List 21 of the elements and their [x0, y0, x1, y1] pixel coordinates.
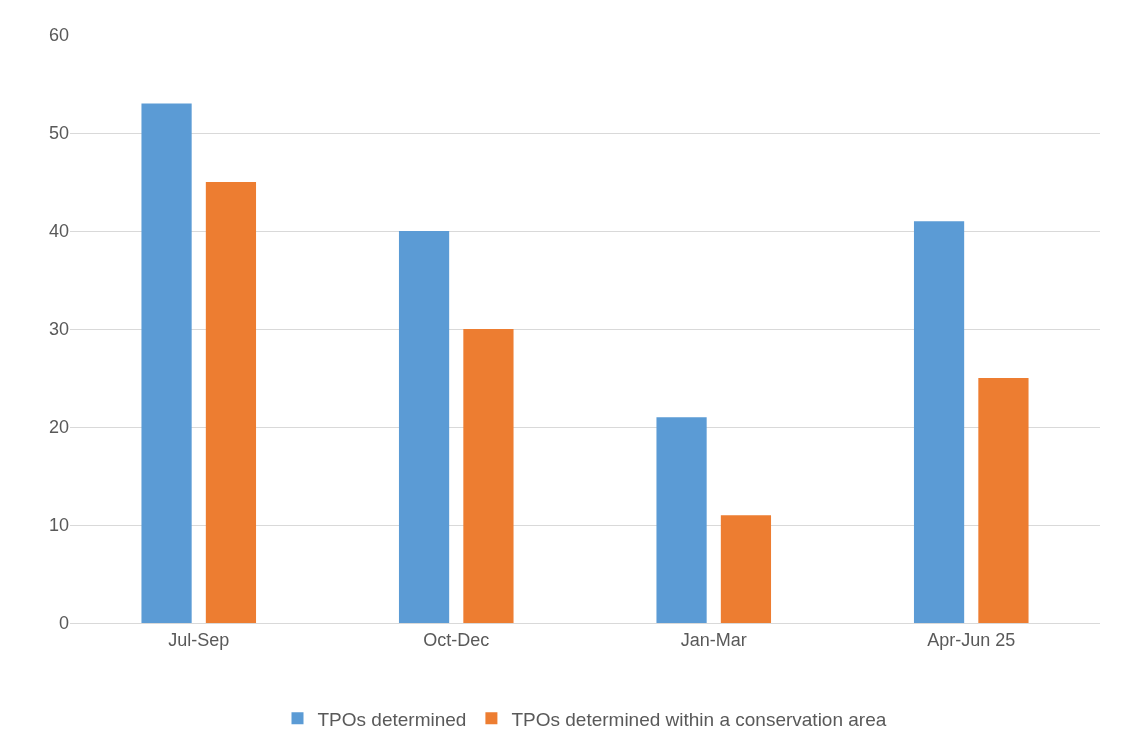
y-tick-label: 20 [48, 417, 69, 438]
bar [398, 231, 450, 623]
y-tick-label: 40 [48, 221, 69, 242]
x-tick-label: Jul-Sep [168, 629, 230, 650]
y-tick-label: 50 [48, 123, 69, 144]
bar [978, 378, 1029, 623]
bar [656, 417, 707, 623]
x-tick-label: Apr-Jun 25 [927, 629, 1016, 650]
x-tick-label: Jan-Mar [680, 629, 747, 650]
bar [913, 221, 965, 623]
y-tick-label: 0 [58, 613, 69, 634]
bar [463, 329, 514, 623]
bar [205, 182, 257, 623]
bar [720, 515, 772, 623]
y-tick-label: 30 [48, 319, 69, 340]
legend-label: TPOs determined [317, 708, 467, 730]
bar [141, 103, 192, 623]
y-tick-label: 10 [48, 515, 69, 536]
legend-label: TPOs determined within a conservation area [511, 708, 887, 730]
y-tick-label: 60 [48, 25, 69, 46]
x-tick-label: Oct-Dec [423, 629, 490, 650]
